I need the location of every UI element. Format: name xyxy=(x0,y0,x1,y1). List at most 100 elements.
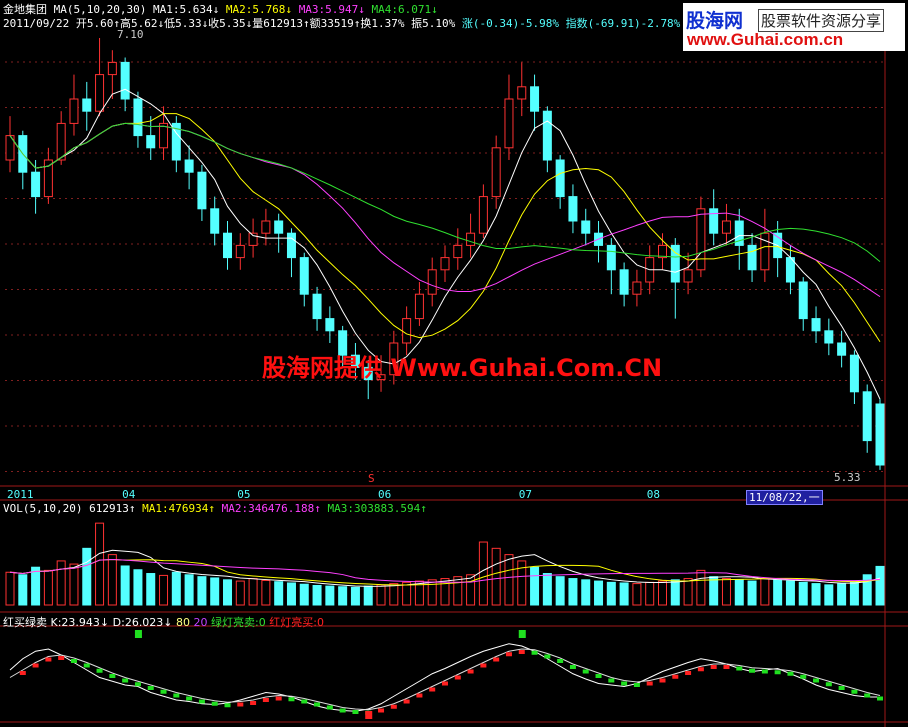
date-cursor-label: 11/08/22,一 xyxy=(746,490,823,505)
candle xyxy=(517,62,527,117)
date-label: 07 xyxy=(518,488,532,501)
sell-signal-marker xyxy=(518,630,526,638)
volume-bar xyxy=(171,571,181,606)
signal-dot xyxy=(301,699,308,704)
vol-value: 612913↑ xyxy=(89,502,136,515)
signal-marker: S xyxy=(368,472,375,485)
candle xyxy=(824,318,834,356)
signal-dot xyxy=(800,674,807,679)
volume-bar xyxy=(760,578,770,606)
signal-dot xyxy=(877,696,883,701)
volume-bar xyxy=(721,578,731,606)
signal-dot xyxy=(83,663,90,668)
candle xyxy=(594,221,604,263)
ma4-value: MA4:6.071↓ xyxy=(371,3,438,16)
candle xyxy=(670,238,680,319)
candle xyxy=(658,233,667,270)
volume-bar xyxy=(312,584,322,606)
volume-bar xyxy=(453,576,463,606)
volume-bar xyxy=(734,579,744,606)
signal-dot xyxy=(442,681,448,686)
volume-bar xyxy=(849,580,859,606)
volume-bar xyxy=(235,580,245,606)
signal-dot xyxy=(109,674,116,678)
green-sell-count: 绿灯亮卖:0 xyxy=(211,616,266,629)
signal-dot xyxy=(633,683,640,687)
candle xyxy=(542,106,552,173)
level-80: 80 xyxy=(176,616,191,629)
signal-dot xyxy=(326,705,333,710)
volume-bar xyxy=(159,574,169,606)
volume-bar xyxy=(440,578,450,606)
candle xyxy=(619,262,629,307)
volume-bar xyxy=(248,578,258,606)
signal-dot xyxy=(134,682,141,687)
vol-ma2: MA2:346476.188↑ xyxy=(221,502,321,515)
volume-bar xyxy=(491,547,501,606)
volume-bar xyxy=(338,586,348,606)
candle xyxy=(299,252,309,307)
vol-ma1: MA1:476934↑ xyxy=(142,502,215,515)
volume-bar xyxy=(696,569,706,606)
candle xyxy=(363,360,373,400)
candle xyxy=(261,208,271,246)
low-annotation: 5.33 xyxy=(834,471,861,484)
watermark: 股海网提供 Www.Guhai.Com.CN xyxy=(262,354,663,382)
signal-dot xyxy=(288,697,295,702)
high-annotation: 7.10 xyxy=(117,28,144,41)
signal-dot xyxy=(685,671,692,675)
logo-url: www.Guhai.com.cn xyxy=(687,30,844,49)
candle xyxy=(440,245,450,282)
signal-dot xyxy=(339,708,346,713)
volume-bar xyxy=(581,579,591,606)
signal-dot xyxy=(32,663,39,668)
quote-line: 2011/09/22 开5.60↑高5.62↓低5.33↓收5.35↓量6129… xyxy=(3,15,680,31)
volume-bar xyxy=(223,579,232,606)
candle xyxy=(248,218,258,258)
candle xyxy=(95,38,105,117)
volume-bar xyxy=(632,583,642,606)
ma1-line xyxy=(9,88,881,400)
volume-bar xyxy=(389,583,399,606)
vol-ma2-line xyxy=(9,559,881,586)
signal-dot xyxy=(250,701,257,705)
ma-label: MA(5,10,20,30) xyxy=(53,3,147,16)
volume-bar xyxy=(542,573,552,606)
candle xyxy=(478,184,488,239)
volume-bar xyxy=(594,580,604,606)
vol-label: VOL(5,10,20) xyxy=(3,502,83,515)
buy-signal-marker xyxy=(365,711,373,719)
signal-dot xyxy=(378,708,385,713)
candle xyxy=(197,164,207,221)
indicator-header: 红买绿卖 K:23.943↓ D:26.023↓ 80 20 绿灯亮卖:0 红灯… xyxy=(3,614,324,630)
candle xyxy=(453,228,463,270)
signal-dot xyxy=(314,702,321,707)
ma4-line xyxy=(9,122,881,263)
candle xyxy=(837,330,847,368)
candle xyxy=(274,213,284,253)
d-value: D:26.023↓ xyxy=(112,616,173,629)
logo: 股海网 股票软件资源分享 www.Guhai.com.cn xyxy=(683,3,905,51)
volume-bar xyxy=(5,571,15,606)
signal-dot xyxy=(723,665,730,669)
signal-dot xyxy=(186,696,193,701)
candle xyxy=(210,196,220,246)
ma-header: 金地集团 MA(5,10,20,30) MA1:5.634↓ MA2:5.768… xyxy=(3,1,438,17)
logo-tagline: 股票软件资源分享 xyxy=(758,9,885,32)
volume-bar xyxy=(811,583,821,606)
volume-bar xyxy=(466,574,476,606)
signal-dot xyxy=(659,678,666,683)
signal-dot xyxy=(697,667,704,672)
candle xyxy=(568,184,578,234)
signal-dot xyxy=(595,674,602,678)
candle xyxy=(760,208,770,282)
candle xyxy=(696,196,706,278)
date-label: 08 xyxy=(646,488,660,501)
date-cursor[interactable]: 11/08/22,一 xyxy=(746,489,823,505)
volume-bar xyxy=(837,583,847,606)
candle xyxy=(466,213,476,258)
candle xyxy=(82,81,92,131)
signal-dot xyxy=(45,657,52,662)
candle xyxy=(350,343,360,380)
